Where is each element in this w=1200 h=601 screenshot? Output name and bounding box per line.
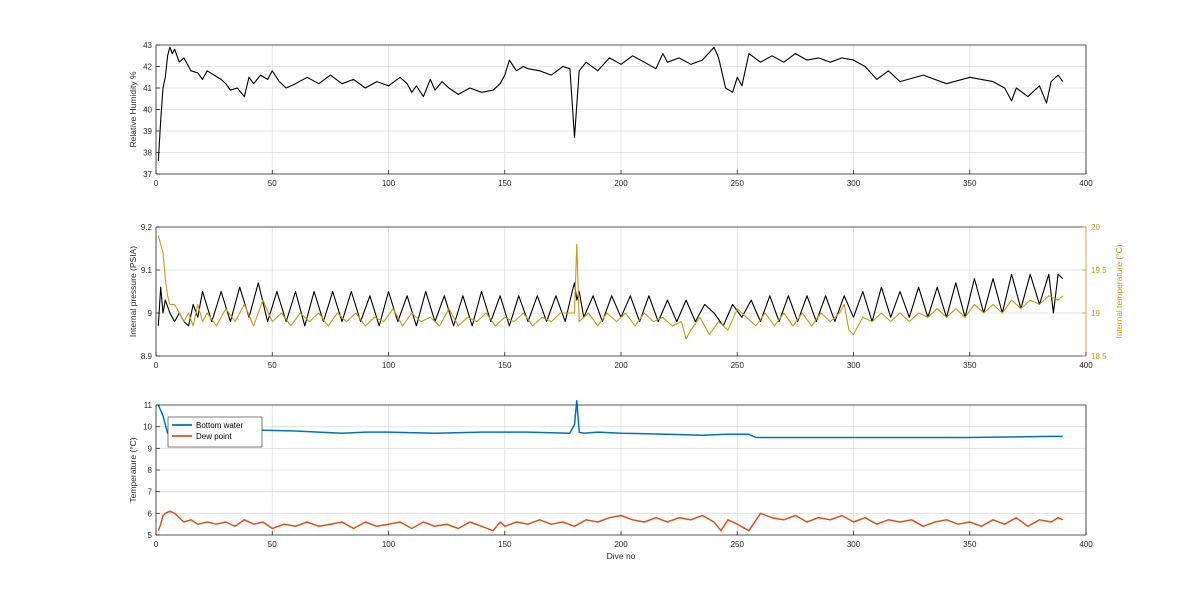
y-tick-label: 8 [148, 466, 153, 475]
y-tick-label: 40 [143, 106, 152, 115]
x-tick-label: 250 [731, 179, 745, 188]
y-tick-label: 5 [148, 531, 153, 540]
x-tick-label: 150 [498, 179, 512, 188]
x-tick-label: 50 [268, 540, 277, 549]
x-tick-label: 150 [498, 361, 512, 370]
legend: Bottom water Dew point [167, 416, 263, 448]
y-tick-label: 10 [143, 423, 152, 432]
legend-label-bottom-water: Bottom water [196, 421, 243, 430]
y-tick-label: 9 [148, 309, 153, 318]
y-tick-label: 11 [144, 401, 153, 410]
x-tick-label: 250 [731, 361, 745, 370]
x-tick-label: 350 [963, 361, 977, 370]
x-tick-label: 300 [847, 540, 861, 549]
x-tick-label: 200 [614, 361, 628, 370]
x-tick-label: 150 [498, 540, 512, 549]
x-tick-label: 400 [1079, 179, 1093, 188]
series-line-0 [157, 273, 1064, 327]
pressure-temperature-panel: 0 50 100 150 200 250 300 350 400 8.9 9 9.1 9.2 18.5 19… [128, 223, 1124, 370]
x-tick-label: 100 [382, 179, 396, 188]
y-tick-label: 9.2 [141, 223, 153, 232]
x-tick-label: 350 [963, 179, 977, 188]
dew-point-line [157, 510, 1064, 532]
y-tick-label: 42 [143, 63, 152, 72]
x-tick-label: 100 [382, 540, 396, 549]
x-tick-label: 300 [847, 361, 861, 370]
x-tick-label: 200 [614, 179, 628, 188]
y-tick-label: 7 [148, 488, 153, 497]
x-tick-label: 100 [382, 361, 396, 370]
y-tick-label: 9 [148, 444, 153, 453]
y-tick-label: 39 [143, 127, 152, 136]
x-tick-label: 50 [268, 179, 277, 188]
x-tick-label: 300 [847, 179, 861, 188]
y-axis-label: Temperature (°C) [128, 437, 138, 502]
x-tick-label: 400 [1079, 361, 1093, 370]
y2-tick-label: 18.5 [1091, 352, 1107, 361]
legend-box [167, 416, 263, 448]
x-tick-label: 0 [154, 540, 159, 549]
x-tick-label: 0 [154, 361, 159, 370]
x-tick-label: 200 [614, 540, 628, 549]
x-tick-label: 350 [963, 540, 977, 549]
y-tick-label: 6 [148, 509, 153, 518]
y2-tick-label: 20 [1091, 223, 1100, 232]
humidity-panel: 0 50 100 150 200 250 300 350 400 37 38 39 40 41 42 43 Re… [128, 41, 1093, 188]
series-line-1 [157, 235, 1064, 340]
y2-axis-label: Internal temperature (°C) [1114, 244, 1124, 338]
y-tick-label: 43 [143, 41, 152, 50]
y-tick-label: 38 [143, 149, 152, 158]
x-tick-label: 0 [154, 179, 159, 188]
series-line-0 [157, 46, 1064, 162]
x-axis-label: Dive no [607, 551, 636, 561]
y-tick-label: 9.1 [141, 266, 153, 275]
y-tick-label: 37 [143, 170, 152, 179]
y-axis-label: Relative Humidity % [128, 71, 138, 147]
y2-tick-label: 19 [1091, 309, 1100, 318]
temperature-dewpoint-panel: 0 50 100 150 200 250 300 350 400 5 6 7 8 9 10 11 Tempera… [128, 399, 1093, 561]
y-tick-label: 8.9 [141, 352, 153, 361]
x-tick-label: 400 [1079, 540, 1093, 549]
y-tick-label: 41 [143, 84, 152, 93]
x-tick-label: 250 [731, 540, 745, 549]
y-axis-label: Internal pressure (PSIA) [128, 246, 138, 337]
x-tick-label: 50 [268, 361, 277, 370]
y2-tick-label: 19.5 [1091, 266, 1107, 275]
legend-label-dew-point: Dew point [196, 432, 232, 441]
